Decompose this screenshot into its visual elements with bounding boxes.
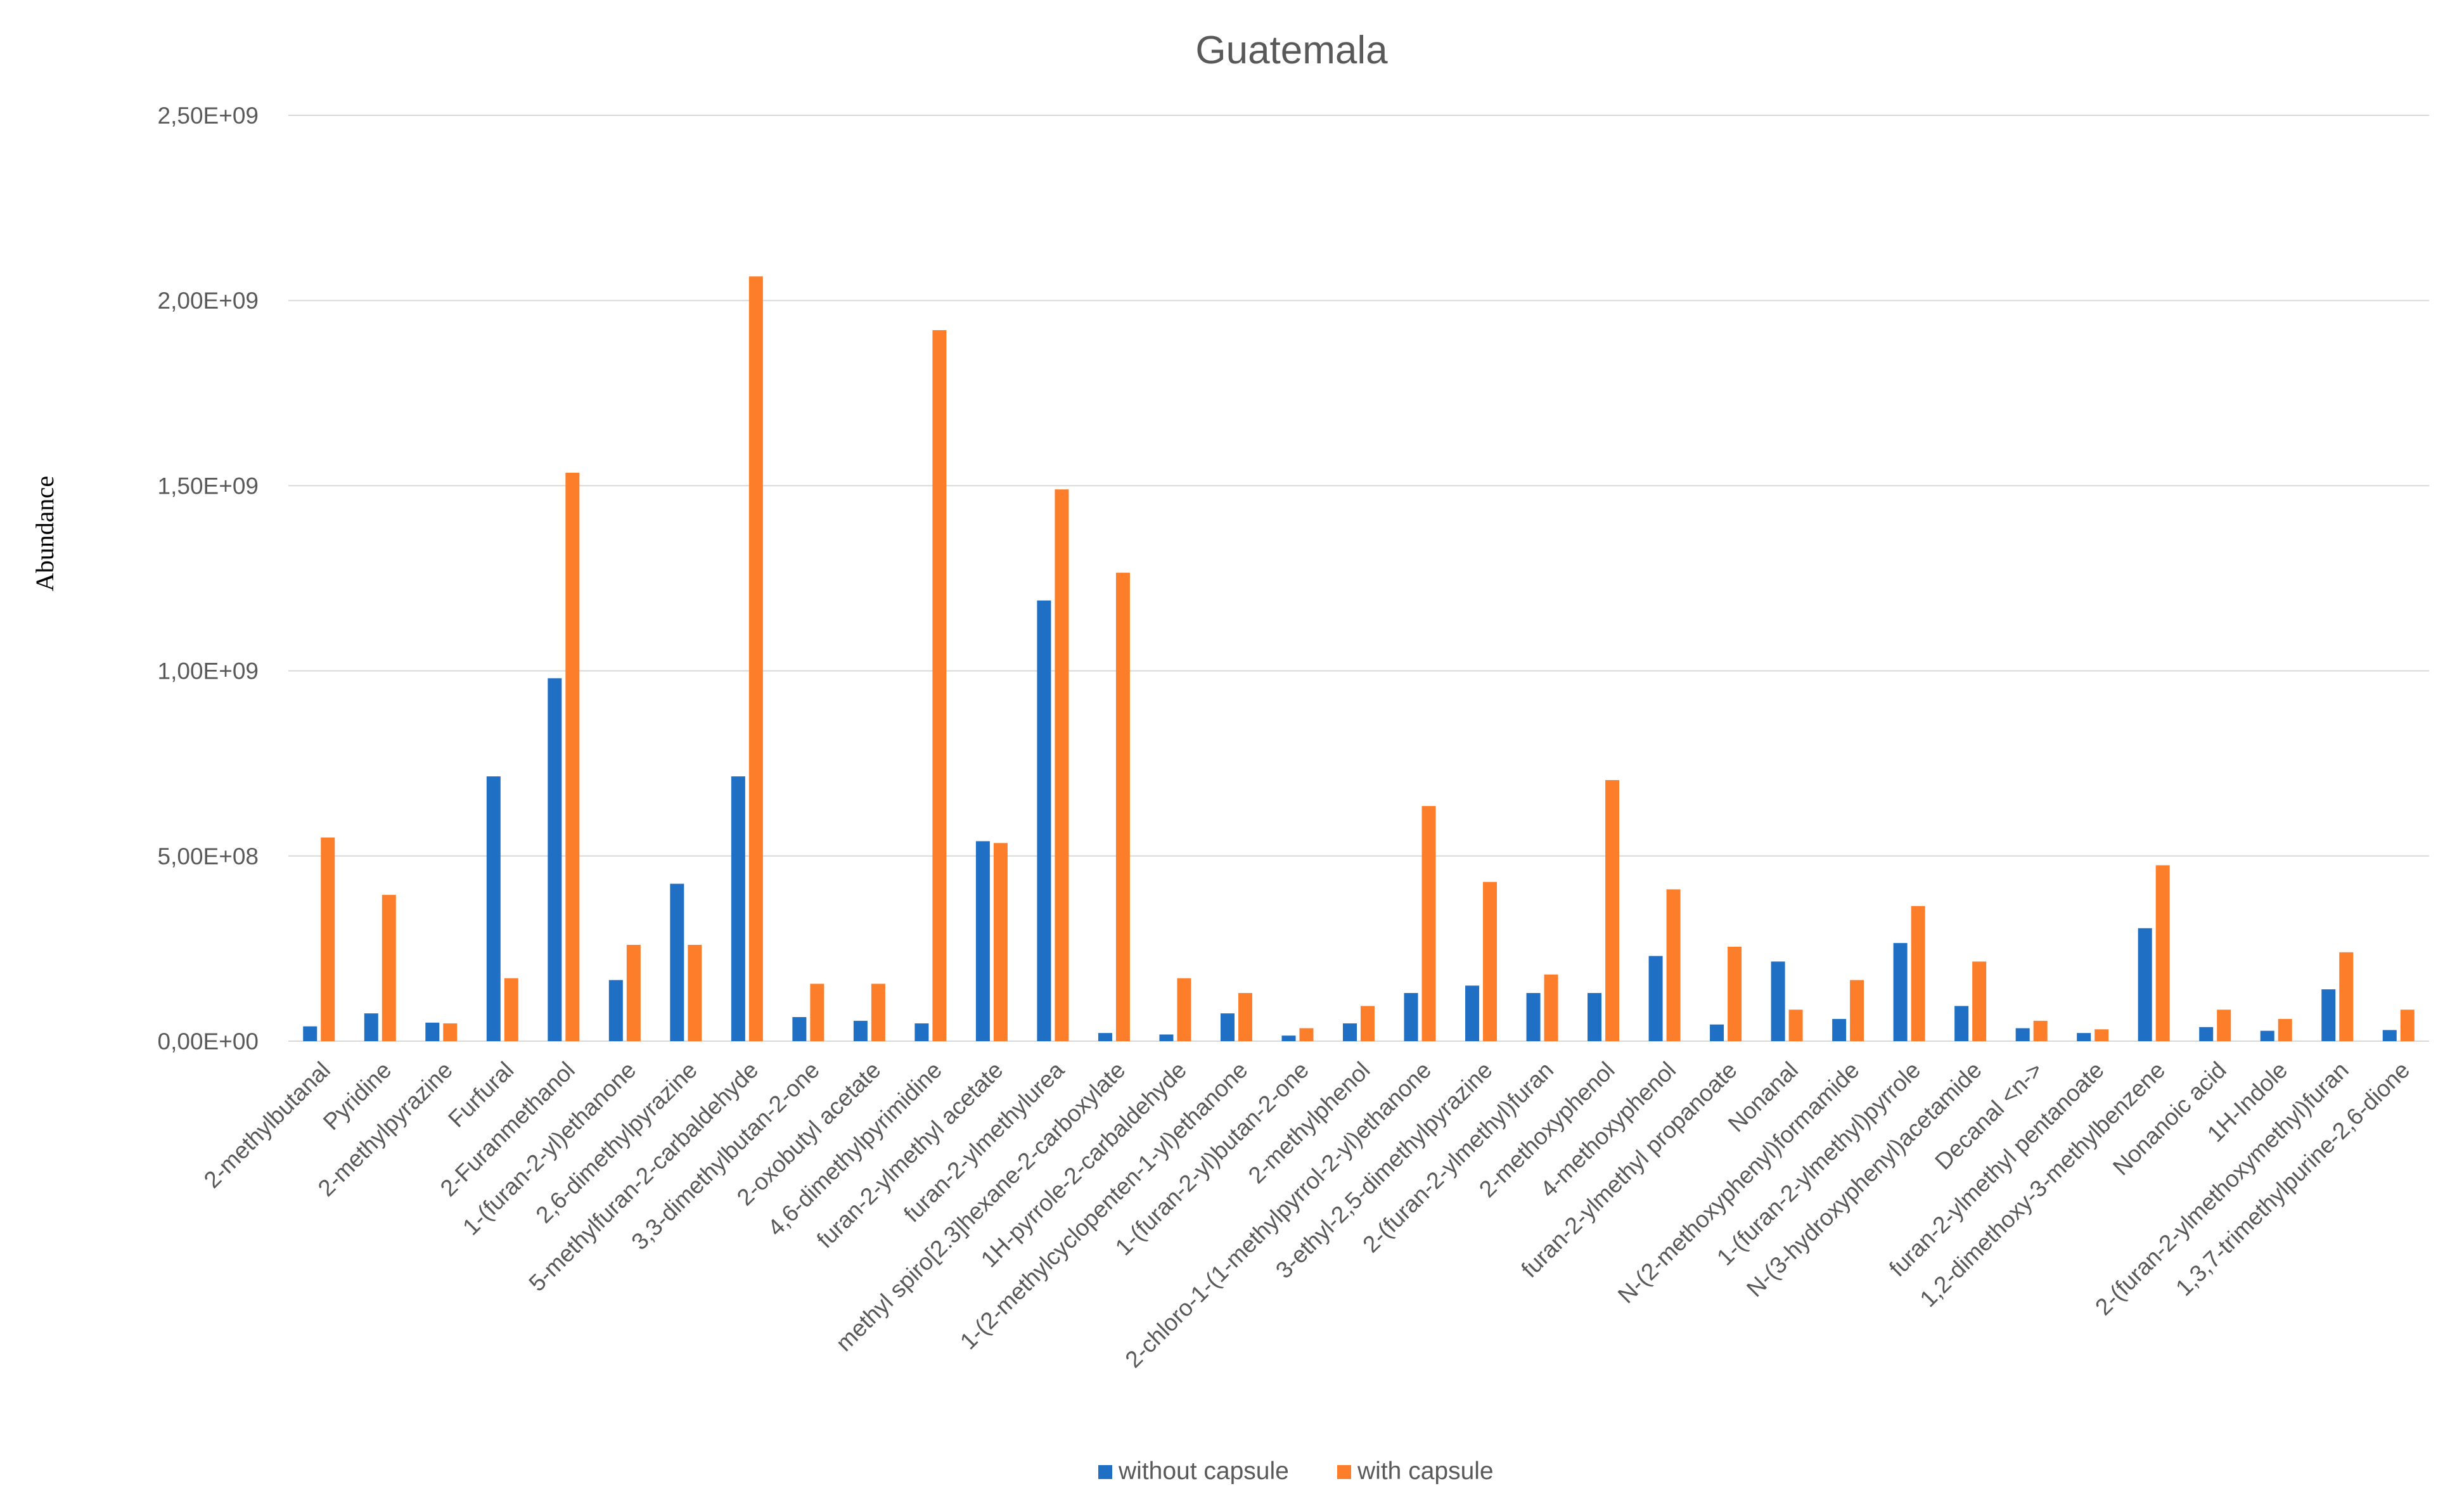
bar-without-capsule: [425, 1022, 440, 1041]
legend-label-with-capsule: with capsule: [1357, 1458, 1494, 1485]
bar-with-capsule: [504, 978, 518, 1041]
bar-without-capsule: [792, 1017, 807, 1041]
bar-with-capsule: [810, 983, 824, 1041]
bar-with-capsule: [2339, 952, 2354, 1041]
legend-swatch-with-capsule: [1337, 1465, 1351, 1479]
bar-without-capsule: [2321, 989, 2336, 1041]
bar-with-capsule: [1666, 889, 1681, 1041]
bar-without-capsule: [1281, 1035, 1296, 1041]
bar-without-capsule: [1588, 993, 1602, 1041]
bar-with-capsule: [565, 472, 580, 1041]
bar-without-capsule: [1832, 1018, 1847, 1041]
bar-with-capsule: [1055, 489, 1069, 1041]
gridlines: [288, 115, 2429, 1042]
y-tick-label: 5,00E+08: [158, 843, 259, 869]
bar-with-capsule: [2155, 865, 2170, 1041]
y-tick-label: 0,00E+00: [158, 1028, 259, 1054]
bar-without-capsule: [1220, 1013, 1235, 1041]
bar-without-capsule: [1893, 943, 1908, 1041]
bar-without-capsule: [2077, 1033, 2091, 1041]
bar-without-capsule: [853, 1020, 868, 1041]
bar-without-capsule: [1343, 1023, 1357, 1041]
bar-without-capsule: [1648, 956, 1663, 1041]
bar-without-capsule: [608, 980, 623, 1041]
bar-with-capsule: [2033, 1020, 2048, 1041]
bar-with-capsule: [382, 895, 396, 1041]
bar-with-capsule: [1299, 1028, 1314, 1041]
bar-without-capsule: [1465, 985, 1480, 1041]
bars: [303, 276, 2415, 1041]
bar-without-capsule: [364, 1013, 378, 1041]
bar-without-capsule: [2138, 928, 2152, 1041]
bar-with-capsule: [688, 945, 702, 1041]
bar-without-capsule: [303, 1026, 318, 1041]
bar-without-capsule: [1954, 1006, 1969, 1041]
y-tick-label: 1,00E+09: [158, 658, 259, 684]
bar-without-capsule: [548, 678, 562, 1041]
bar-with-capsule: [1177, 978, 1191, 1041]
bar-without-capsule: [2260, 1030, 2274, 1041]
bar-with-capsule: [1238, 993, 1252, 1041]
y-tick-label: 1,50E+09: [158, 473, 259, 499]
bar-without-capsule: [1710, 1024, 1724, 1041]
bar-with-capsule: [1728, 946, 1742, 1041]
bar-with-capsule: [1421, 805, 1436, 1041]
bar-with-capsule: [2095, 1029, 2109, 1041]
legend-swatch-without-capsule: [1098, 1465, 1112, 1479]
bar-without-capsule: [1526, 993, 1541, 1041]
legend-label-without-capsule: without capsule: [1118, 1458, 1289, 1485]
bar-without-capsule: [731, 776, 745, 1041]
bar-with-capsule: [321, 837, 335, 1041]
bar-without-capsule: [975, 841, 990, 1041]
bar-without-capsule: [2015, 1028, 2030, 1041]
bar-without-capsule: [1771, 961, 1785, 1041]
legend: without capsule with capsule: [1098, 1458, 1494, 1485]
bar-with-capsule: [932, 330, 947, 1041]
bar-with-capsule: [1788, 1009, 1803, 1041]
bar-without-capsule: [1037, 600, 1051, 1041]
bar-with-capsule: [871, 983, 885, 1041]
bar-with-capsule: [2217, 1009, 2231, 1041]
bar-without-capsule: [670, 883, 684, 1041]
bar-with-capsule: [1605, 779, 1620, 1041]
bar-without-capsule: [914, 1023, 929, 1041]
bar-without-capsule: [2382, 1030, 2397, 1041]
bar-without-capsule: [2199, 1027, 2214, 1041]
bar-with-capsule: [748, 276, 763, 1041]
bar-with-capsule: [993, 843, 1008, 1041]
y-tick-labels: 0,00E+00 5,00E+08 1,00E+09 1,50E+09 2,00E+09…: [158, 103, 259, 1054]
bar-with-capsule: [1361, 1006, 1375, 1041]
bar-without-capsule: [1404, 993, 1418, 1041]
y-tick-label: 2,00E+09: [158, 288, 259, 314]
bar-without-capsule: [486, 776, 501, 1041]
bar-with-capsule: [626, 945, 641, 1041]
bar-without-capsule: [1159, 1034, 1174, 1041]
bar-with-capsule: [1115, 572, 1130, 1041]
bar-without-capsule: [1098, 1033, 1112, 1041]
bar-with-capsule: [2400, 1009, 2415, 1041]
bar-with-capsule: [1544, 974, 1558, 1041]
y-axis-label: Abundance: [30, 476, 59, 591]
bar-with-capsule: [1911, 906, 1925, 1041]
y-tick-label: 2,50E+09: [158, 103, 259, 129]
bar-with-capsule: [1972, 961, 1987, 1041]
bar-with-capsule: [1850, 980, 1864, 1041]
bar-with-capsule: [443, 1023, 458, 1041]
bar-with-capsule: [2278, 1018, 2292, 1041]
chart-title: Guatemala: [1195, 29, 1388, 72]
bar-with-capsule: [1483, 881, 1498, 1041]
